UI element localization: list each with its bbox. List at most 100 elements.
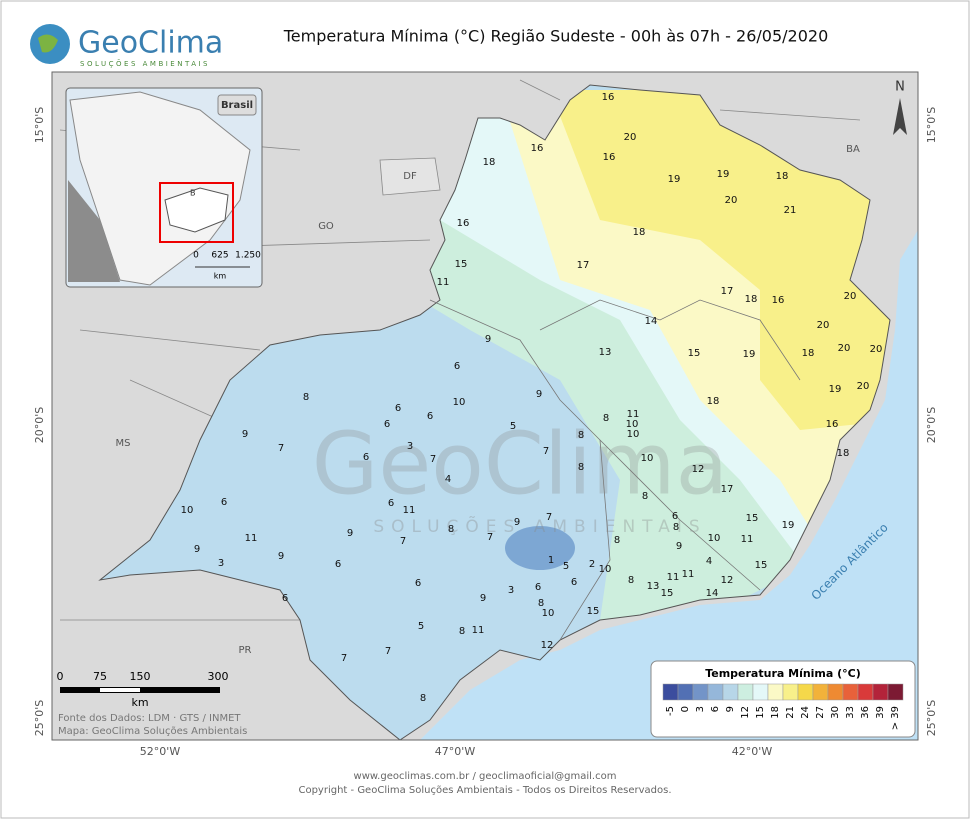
station-value: 15 (755, 560, 768, 571)
lat-label: 20°0'S (925, 407, 938, 444)
lon-label: 47°0'W (435, 745, 476, 758)
station-value: 6 (282, 593, 288, 604)
station-value: 12 (721, 575, 734, 586)
scale-label: 0 (57, 670, 64, 683)
station-value: 4 (445, 474, 451, 485)
station-value: 20 (624, 132, 637, 143)
station-value: 10 (626, 419, 639, 430)
station-value: 6 (535, 582, 541, 593)
legend-swatch (737, 683, 754, 701)
station-value: 18 (837, 448, 850, 459)
lon-label: 42°0'W (732, 745, 773, 758)
inset-frame (159, 182, 234, 243)
station-value: 9 (676, 541, 682, 552)
inset-scale-label: 625 (211, 251, 228, 261)
station-value: 16 (772, 295, 785, 306)
station-value: 20 (870, 344, 883, 355)
legend-swatch (722, 683, 739, 701)
north: N (895, 80, 905, 95)
station-value: 7 (487, 532, 493, 543)
station-value: 5 (418, 621, 424, 632)
station-value: 9 (485, 334, 491, 345)
station-value: 10 (181, 505, 194, 516)
station-value: 20 (817, 320, 830, 331)
station-value: 5 (510, 421, 516, 432)
station-value: 1 (548, 555, 554, 566)
legend-swatch (752, 683, 769, 701)
station-value: 16 (457, 218, 470, 229)
station-value: 6 (388, 498, 394, 509)
station-value: 2 (589, 559, 595, 570)
station-value: 4 (706, 556, 712, 567)
station-value: 6 (384, 419, 390, 430)
legend-swatch (872, 683, 889, 701)
station-value: 3 (218, 558, 224, 569)
station-value: 11 (741, 534, 754, 545)
station-value: 6 (454, 361, 460, 372)
station-value: 10 (599, 564, 612, 575)
station-value: 9 (514, 517, 520, 528)
station-value: 11 (437, 277, 450, 288)
station-value: 20 (857, 381, 870, 392)
station-value: 11 (627, 409, 640, 420)
map-border (51, 71, 919, 741)
station-value: 19 (717, 169, 730, 180)
north-arrow (893, 98, 907, 135)
inset-scale-label: 0 (193, 251, 199, 261)
station-value: 12 (692, 464, 705, 475)
station-value: 11 (472, 625, 485, 636)
cold-zone (505, 526, 575, 570)
legend-swatch (662, 683, 679, 701)
station-value: 12 (541, 640, 554, 651)
station-value: 13 (647, 581, 660, 592)
footer: www.geoclimas.com.br / geoclimaoficial@g… (354, 771, 617, 782)
station-value: 6 (335, 559, 341, 570)
station-value: 8 (673, 522, 679, 533)
region-outline (98, 84, 891, 740)
station-value: 3 (508, 585, 514, 596)
logo: GeoClima (78, 26, 223, 61)
station-value: 9 (194, 544, 200, 555)
legend-label: 9 (725, 706, 736, 712)
watermark-tagline: SOLUÇÕES AMBIENTAIS (373, 515, 706, 537)
state-label: MS (116, 438, 131, 449)
scale-unit: km (131, 696, 148, 709)
station-value: 19 (782, 520, 795, 531)
lat-label: 25°0'S (925, 700, 938, 737)
station-value: 20 (844, 291, 857, 302)
station-value: 6 (672, 511, 678, 522)
station-value: 17 (721, 484, 734, 495)
station-value: 18 (707, 396, 720, 407)
state-label: PR (239, 645, 252, 656)
station-value: 5 (563, 561, 569, 572)
station-value: 19 (829, 384, 842, 395)
station-value: 11 (682, 569, 695, 580)
legend-swatch (812, 683, 829, 701)
station-value: 6 (427, 411, 433, 422)
lat-label: 20°0'S (33, 407, 46, 444)
station-value: 9 (480, 593, 486, 604)
station-value: 11 (245, 533, 258, 544)
station-value: 21 (784, 205, 797, 216)
station-value: 8 (614, 535, 620, 546)
station-value: 8 (420, 693, 426, 704)
legend-label: 6 (710, 706, 721, 712)
station-value: 8 (628, 575, 634, 586)
legend-label: 0 (680, 706, 691, 712)
station-value: 10 (453, 397, 466, 408)
station-value: 6 (221, 497, 227, 508)
station-value: 17 (577, 260, 590, 271)
station-value: 10 (542, 608, 555, 619)
station-value: 18 (633, 227, 646, 238)
station-value: 14 (645, 316, 658, 327)
station-value: 7 (546, 512, 552, 523)
station-value: 20 (838, 343, 851, 354)
legend-swatch (842, 683, 859, 701)
station-value: 15 (688, 348, 701, 359)
legend-swatch (677, 683, 694, 701)
station-value: 7 (430, 454, 436, 465)
station-value: 10 (627, 429, 640, 440)
station-value: 11 (667, 572, 680, 583)
